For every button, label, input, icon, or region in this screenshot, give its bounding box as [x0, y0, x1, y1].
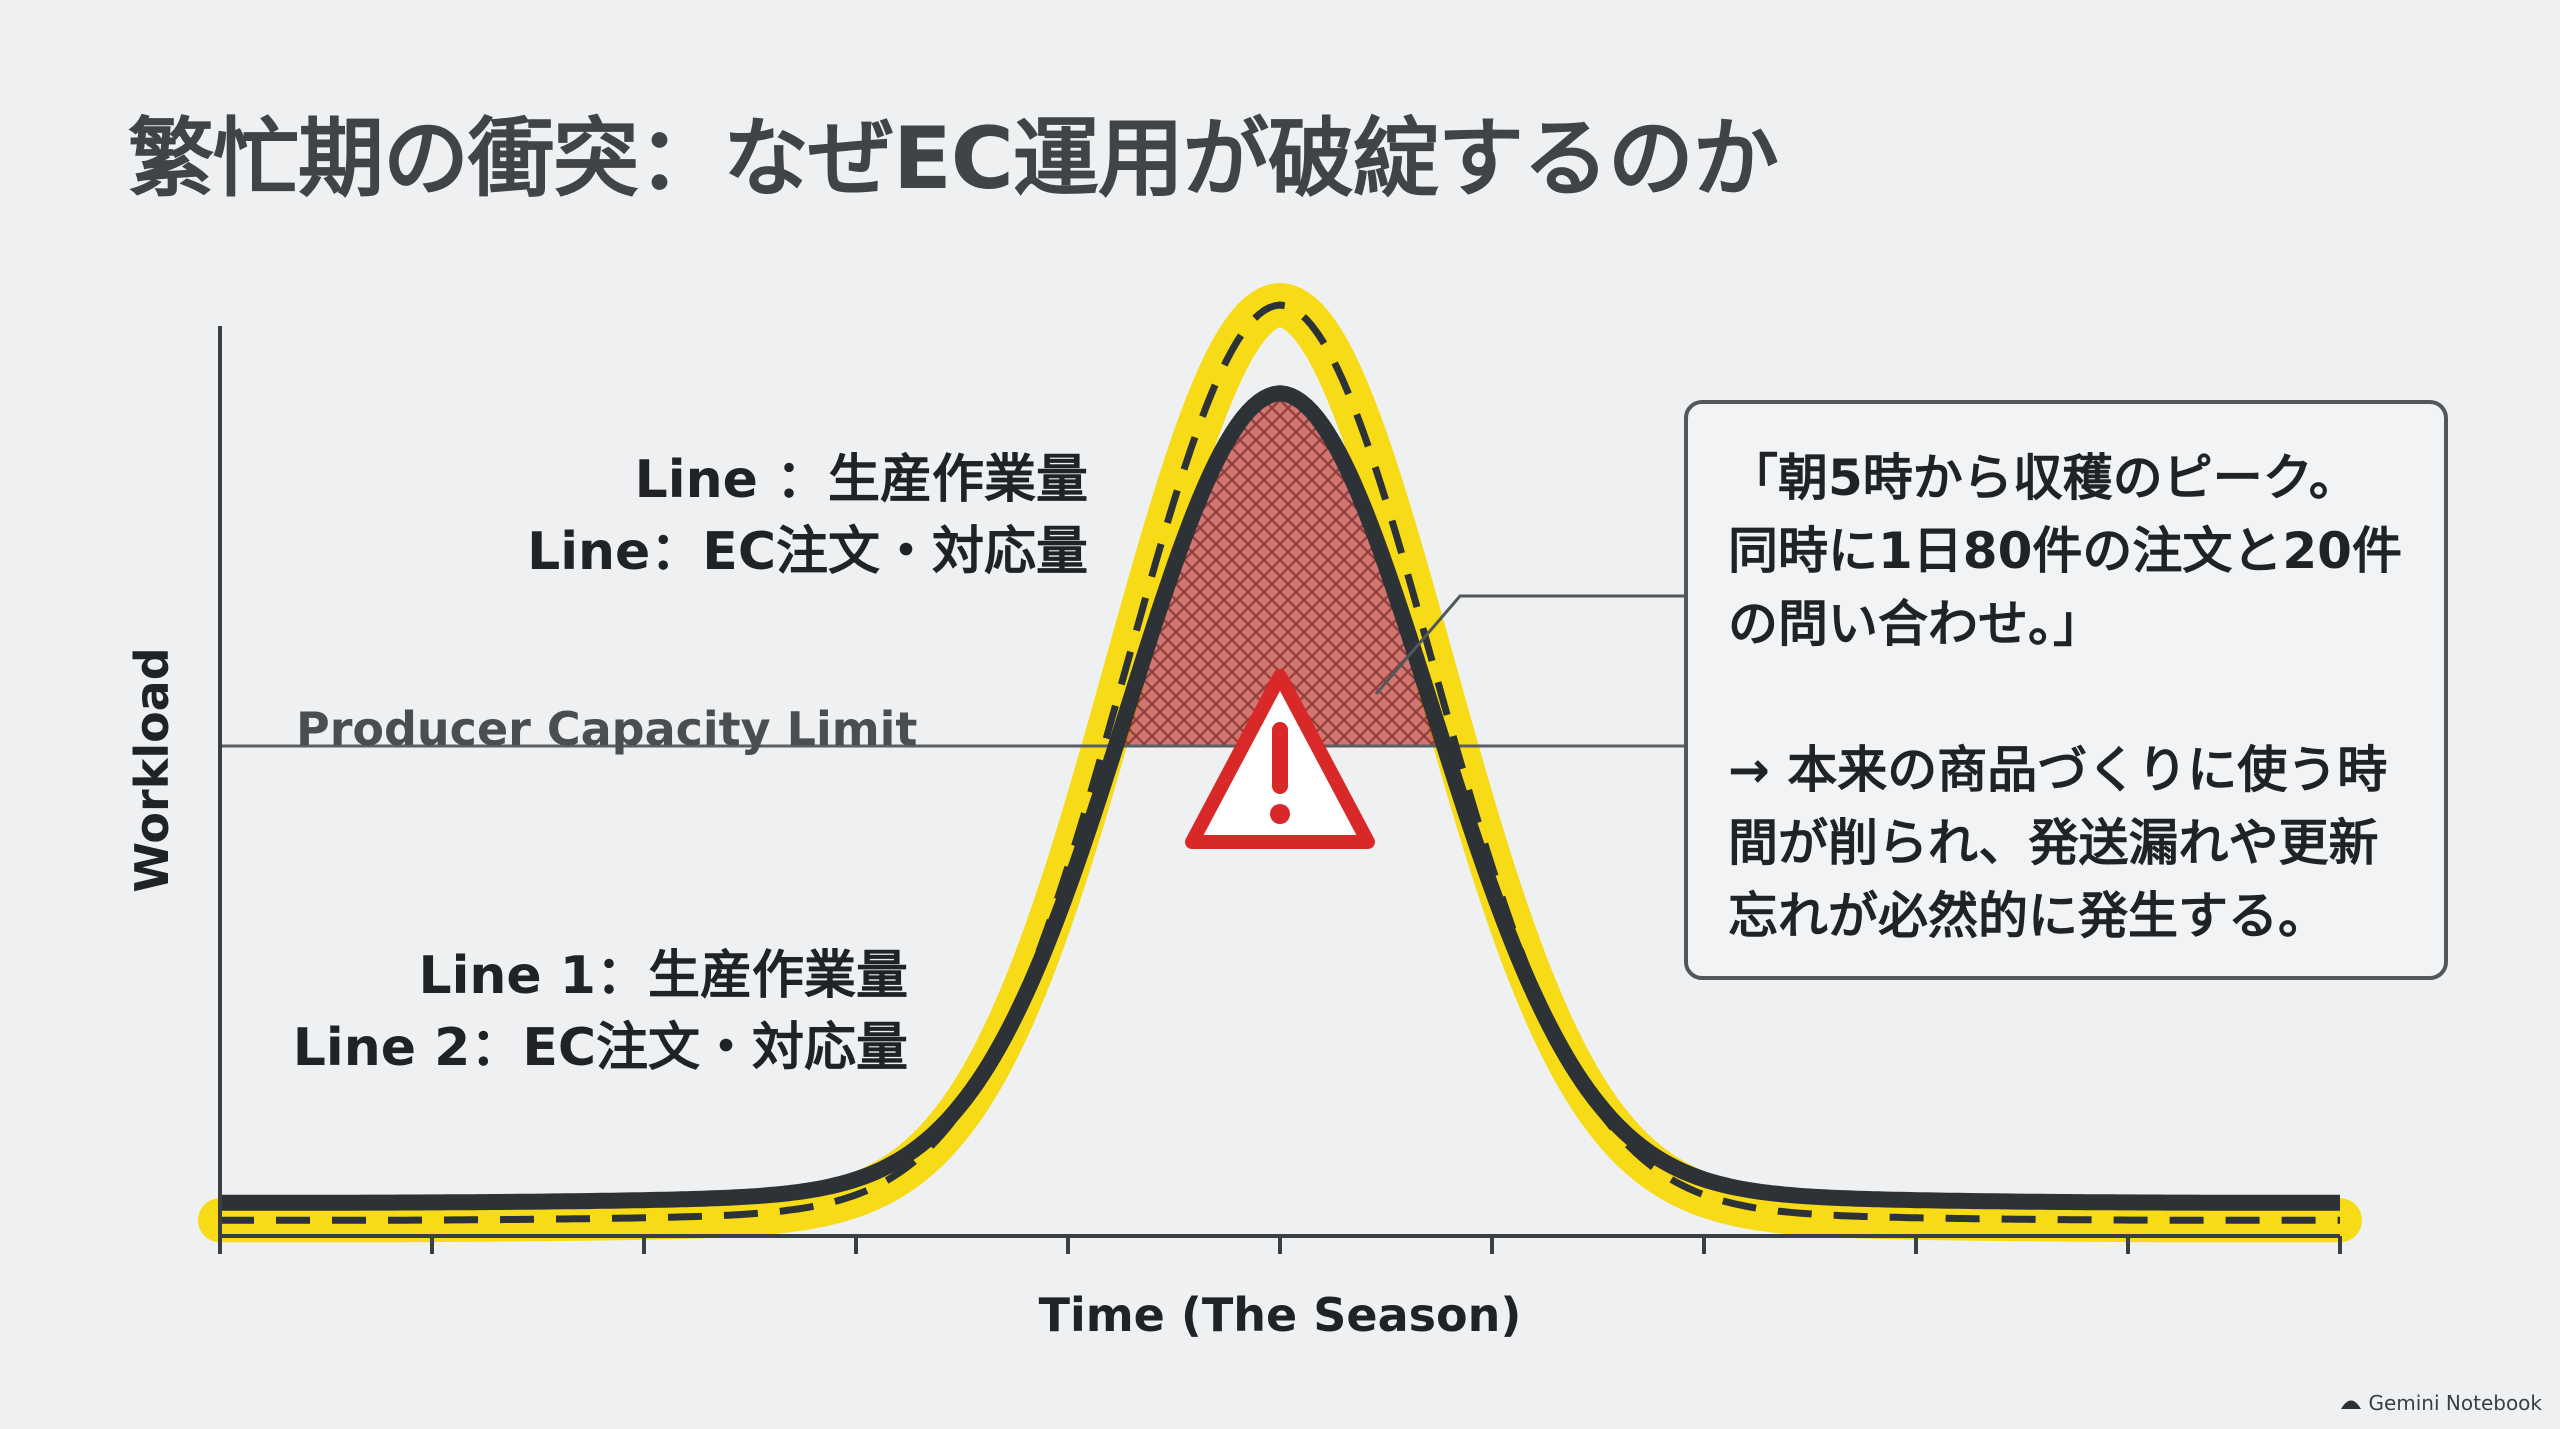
capacity-limit-label: Producer Capacity Limit	[296, 702, 918, 756]
legend-bottom: Line 1：生産作業量 Line 2：EC注文・対応量	[293, 940, 908, 1084]
legend-top-line-1: Line ：生産作業量	[634, 450, 1088, 510]
legend-bottom-line-1: Line 1：生産作業量	[418, 946, 908, 1006]
overload-area	[1121, 393, 1439, 746]
series-production-line	[217, 385, 2343, 1211]
series-ec-line	[220, 301, 2340, 1224]
legend-top: Line ：生産作業量 Line：EC注文・対応量	[527, 444, 1088, 588]
brand-name: Gemini Notebook	[2368, 1391, 2542, 1415]
callout-connector	[1374, 594, 1684, 695]
warning-exclamation-dot	[1270, 804, 1290, 824]
legend-top-line-2: Line：EC注文・対応量	[527, 522, 1088, 582]
brand-watermark: Gemini Notebook	[2340, 1391, 2542, 1415]
legend-bottom-line-2: Line 2：EC注文・対応量	[292, 1018, 908, 1078]
callout-note: → 本来の商品づくりに使う時間が削られ、発送漏れや更新忘れが必然的に発生する。	[1728, 741, 2388, 945]
x-axis-label: Time (The Season)	[1038, 1288, 1522, 1342]
notebook-icon	[2341, 1400, 2362, 1409]
callout-quote: 「朝5時から収穫のピーク。同時に1日80件の注文と20件の問い合わせ。」	[1728, 449, 2402, 653]
annotation-callout: 「朝5時から収穫のピーク。同時に1日80件の注文と20件の問い合わせ。」 → 本…	[1684, 400, 2448, 980]
warning-exclamation-bar	[1272, 722, 1288, 794]
y-axis-label: Workload	[125, 647, 179, 893]
page-title: 繁忙期の衝突：なぜEC運用が破綻するのか	[128, 109, 1779, 209]
